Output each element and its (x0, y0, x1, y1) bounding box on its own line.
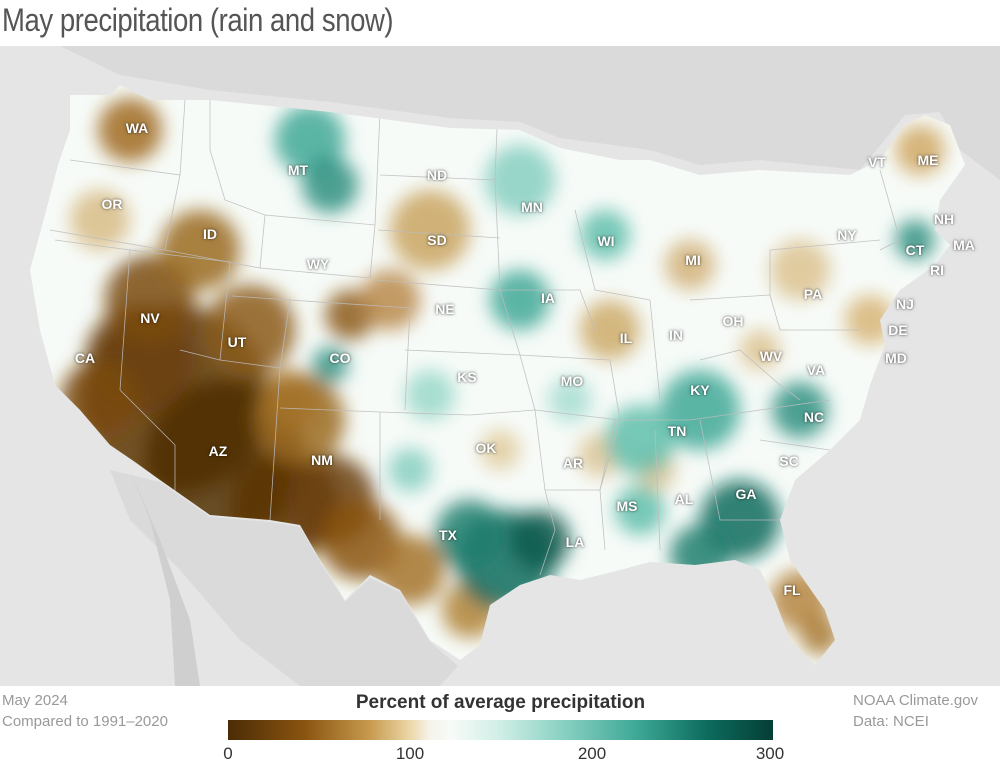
state-label-de: DE (888, 322, 908, 338)
precip-anomaly-patch (605, 405, 675, 475)
precip-anomaly-patch (390, 190, 470, 270)
state-label-ms: MS (616, 498, 638, 514)
precip-anomaly-patch (302, 157, 358, 213)
precip-anomaly-patch (490, 270, 550, 330)
precip-anomaly-patch (388, 448, 432, 492)
state-label-la: LA (565, 534, 585, 550)
precip-anomaly-patch (895, 220, 935, 260)
precip-anomaly-patch (770, 240, 830, 300)
state-label-al: AL (674, 491, 694, 507)
precip-anomaly-patch (435, 500, 505, 570)
state-label-ar: AR (562, 455, 584, 471)
state-label-wv: WV (759, 348, 783, 364)
state-label-sd: SD (427, 232, 447, 248)
state-label-nj: NJ (896, 296, 914, 312)
precip-anomaly-patch (510, 510, 570, 570)
state-label-ri: RI (930, 262, 944, 278)
precip-anomaly-patch (800, 615, 840, 655)
state-label-ky: KY (690, 382, 710, 398)
state-label-md: MD (885, 350, 907, 366)
state-label-ma: MA (953, 237, 975, 253)
precipitation-map (30, 46, 1000, 686)
precip-anomaly-patch (485, 145, 555, 215)
precip-anomaly-patch (615, 485, 665, 535)
baseline-text: Compared to 1991–2020 (2, 713, 168, 730)
state-label-in: IN (669, 327, 683, 343)
precip-anomaly-patch (548, 378, 592, 422)
precip-anomaly-patch (665, 240, 715, 290)
legend-tick-0: 0 (223, 744, 233, 763)
state-label-tx: TX (439, 527, 457, 543)
source-text: Data: NCEI (853, 713, 929, 730)
legend-tick-200: 200 (577, 744, 607, 763)
state-label-ia: IA (541, 290, 555, 306)
state-label-co: CO (329, 350, 351, 366)
state-label-ok: OK (475, 440, 497, 456)
precip-anomaly-patch (312, 347, 348, 383)
state-label-mt: MT (287, 162, 309, 178)
precip-anomaly-patch (670, 525, 730, 585)
state-label-fl: FL (783, 582, 801, 598)
precip-anomaly-patch (580, 300, 640, 360)
legend-title: Percent of average precipitation (355, 692, 646, 713)
state-label-oh: OH (722, 313, 744, 329)
state-label-ga: GA (735, 486, 757, 502)
state-label-sc: SC (779, 453, 799, 469)
precip-anomaly-patch (60, 360, 140, 440)
state-label-vt: VT (868, 154, 886, 170)
precip-anomaly-patch (772, 382, 828, 438)
legend-color-bar (228, 720, 773, 740)
precip-anomaly-patch (405, 370, 455, 420)
state-label-nd: ND (426, 167, 448, 183)
state-label-ny: NY (837, 227, 857, 243)
state-label-ne: NE (435, 301, 455, 317)
state-label-pa: PA (803, 286, 823, 302)
state-label-az: AZ (208, 443, 228, 459)
date-text: May 2024 (2, 692, 68, 709)
state-label-va: VA (806, 362, 826, 378)
state-label-wy: WY (306, 256, 330, 272)
precip-anomaly-patch (580, 210, 630, 260)
legend-tick-300: 300 (755, 744, 785, 763)
state-label-ks: KS (457, 369, 477, 385)
precip-anomaly-patch (70, 190, 130, 250)
state-label-tn: TN (667, 423, 687, 439)
map-title: May precipitation (rain and snow) (2, 2, 394, 38)
state-label-wa: WA (125, 120, 149, 136)
precip-anomaly-patch (205, 285, 295, 375)
precip-anomaly-patch (160, 210, 240, 290)
legend-tick-100: 100 (395, 744, 425, 763)
state-label-ct: CT (905, 242, 925, 258)
precip-anomaly-patch (480, 430, 520, 470)
precip-anomaly-patch (845, 295, 895, 345)
state-label-or: OR (101, 196, 123, 212)
precip-anomaly-patch (260, 370, 320, 430)
state-label-wi: WI (597, 233, 615, 249)
precip-anomaly-patch (895, 125, 945, 175)
state-label-ca: CA (74, 350, 96, 366)
state-label-nv: NV (140, 310, 160, 326)
state-label-mo: MO (560, 373, 584, 389)
precip-anomaly-patch (360, 270, 420, 330)
state-label-nh: NH (933, 211, 955, 227)
state-label-ut: UT (227, 334, 247, 350)
precip-anomaly-patch (98, 98, 162, 162)
state-label-il: IL (619, 330, 633, 346)
state-label-mi: MI (685, 252, 701, 268)
state-label-nm: NM (311, 452, 333, 468)
state-label-mn: MN (521, 199, 543, 215)
state-label-nc: NC (803, 409, 825, 425)
precip-anomaly-patch (740, 330, 780, 370)
state-label-id: ID (203, 226, 217, 242)
state-label-me: ME (917, 152, 939, 168)
precip-anomaly-patch (660, 370, 740, 450)
credit-text: NOAA Climate.gov (853, 692, 979, 709)
